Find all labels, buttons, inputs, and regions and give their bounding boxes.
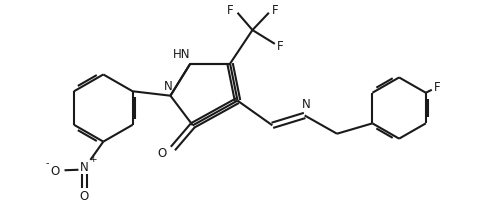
Text: O: O — [50, 165, 59, 178]
Text: N: N — [163, 80, 172, 93]
Text: N: N — [301, 98, 310, 111]
Text: F: F — [276, 40, 283, 53]
Text: O: O — [80, 190, 89, 203]
Text: N: N — [80, 161, 89, 174]
Text: -: - — [45, 158, 49, 168]
Text: O: O — [157, 147, 166, 160]
Text: F: F — [226, 4, 233, 17]
Text: F: F — [432, 81, 439, 94]
Text: HN: HN — [172, 48, 190, 61]
Text: F: F — [271, 4, 278, 17]
Text: +: + — [88, 155, 96, 164]
